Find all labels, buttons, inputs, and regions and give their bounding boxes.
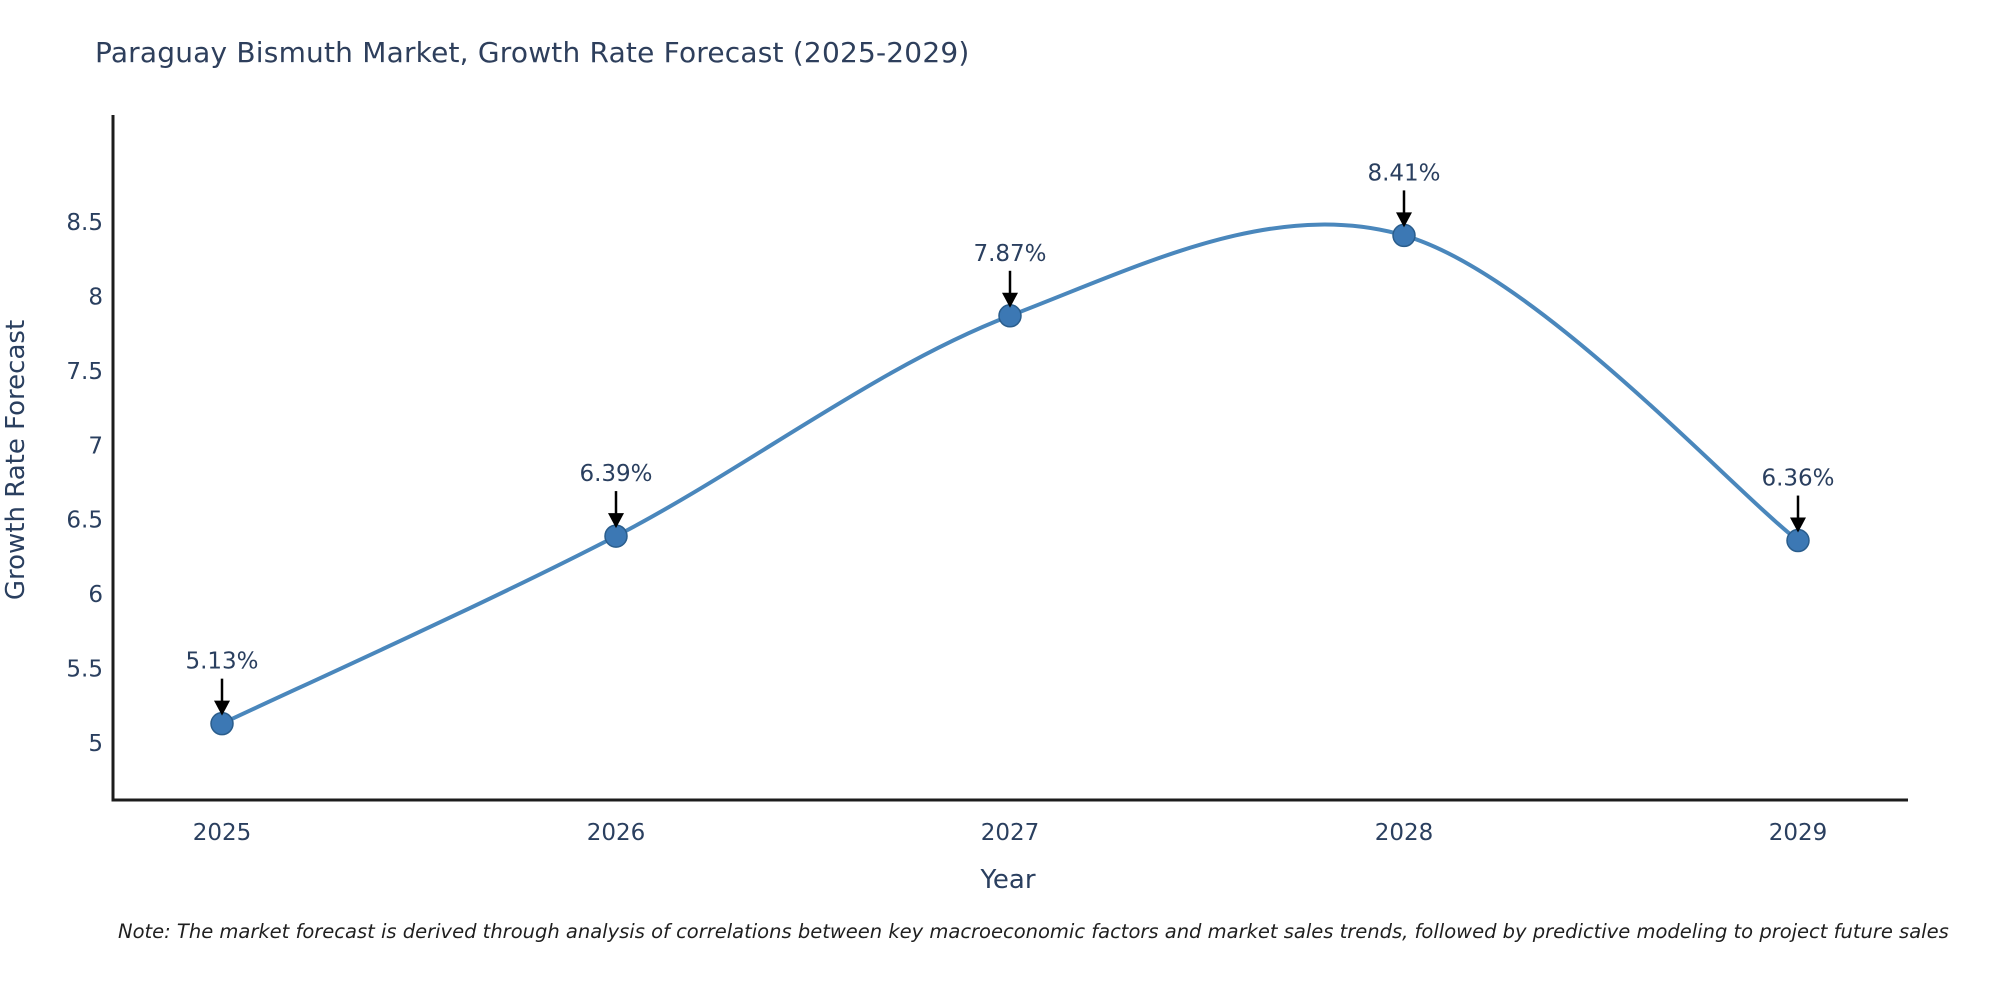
y-tick-label: 8.5 bbox=[66, 210, 103, 236]
x-tick-label: 2027 bbox=[981, 820, 1040, 846]
y-tick-label: 5.5 bbox=[66, 657, 103, 683]
data-point-marker[interactable] bbox=[1786, 528, 1810, 553]
y-tick-label: 6 bbox=[88, 582, 103, 608]
x-tick-label: 2026 bbox=[587, 820, 646, 846]
y-tick-label: 7 bbox=[88, 433, 103, 459]
y-tick-label: 7.5 bbox=[66, 359, 103, 385]
annotation-arrowhead-icon bbox=[214, 700, 230, 716]
data-point-marker[interactable] bbox=[210, 711, 234, 736]
chart-title: Paraguay Bismuth Market, Growth Rate For… bbox=[95, 36, 970, 69]
data-point-marker[interactable] bbox=[998, 304, 1022, 328]
x-axis-title: Year bbox=[979, 865, 1035, 895]
x-tick-label: 2029 bbox=[1769, 820, 1828, 846]
annotation-label: 6.36% bbox=[1761, 466, 1834, 492]
data-point-marker[interactable] bbox=[604, 524, 628, 548]
annotation-arrowhead-icon bbox=[1002, 292, 1018, 308]
y-tick-label: 8 bbox=[88, 284, 103, 310]
annotation-arrowhead-icon bbox=[1396, 212, 1412, 228]
annotation-arrowhead-icon bbox=[608, 513, 624, 529]
annotation-label: 7.87% bbox=[973, 241, 1046, 267]
y-axis-title: Growth Rate Forecast bbox=[1, 320, 31, 600]
data-point-marker[interactable] bbox=[1392, 223, 1416, 248]
y-tick-label: 5 bbox=[88, 731, 103, 757]
annotation-label: 5.13% bbox=[185, 649, 258, 675]
y-tick-label: 6.5 bbox=[66, 508, 103, 534]
x-tick-label: 2028 bbox=[1375, 820, 1434, 846]
footnote: Note: The market forecast is derived thr… bbox=[118, 920, 1949, 943]
annotation-label: 8.41% bbox=[1367, 160, 1440, 186]
annotation-arrowhead-icon bbox=[1790, 517, 1806, 533]
annotation-label: 6.39% bbox=[579, 461, 652, 487]
x-tick-label: 2025 bbox=[193, 820, 252, 846]
